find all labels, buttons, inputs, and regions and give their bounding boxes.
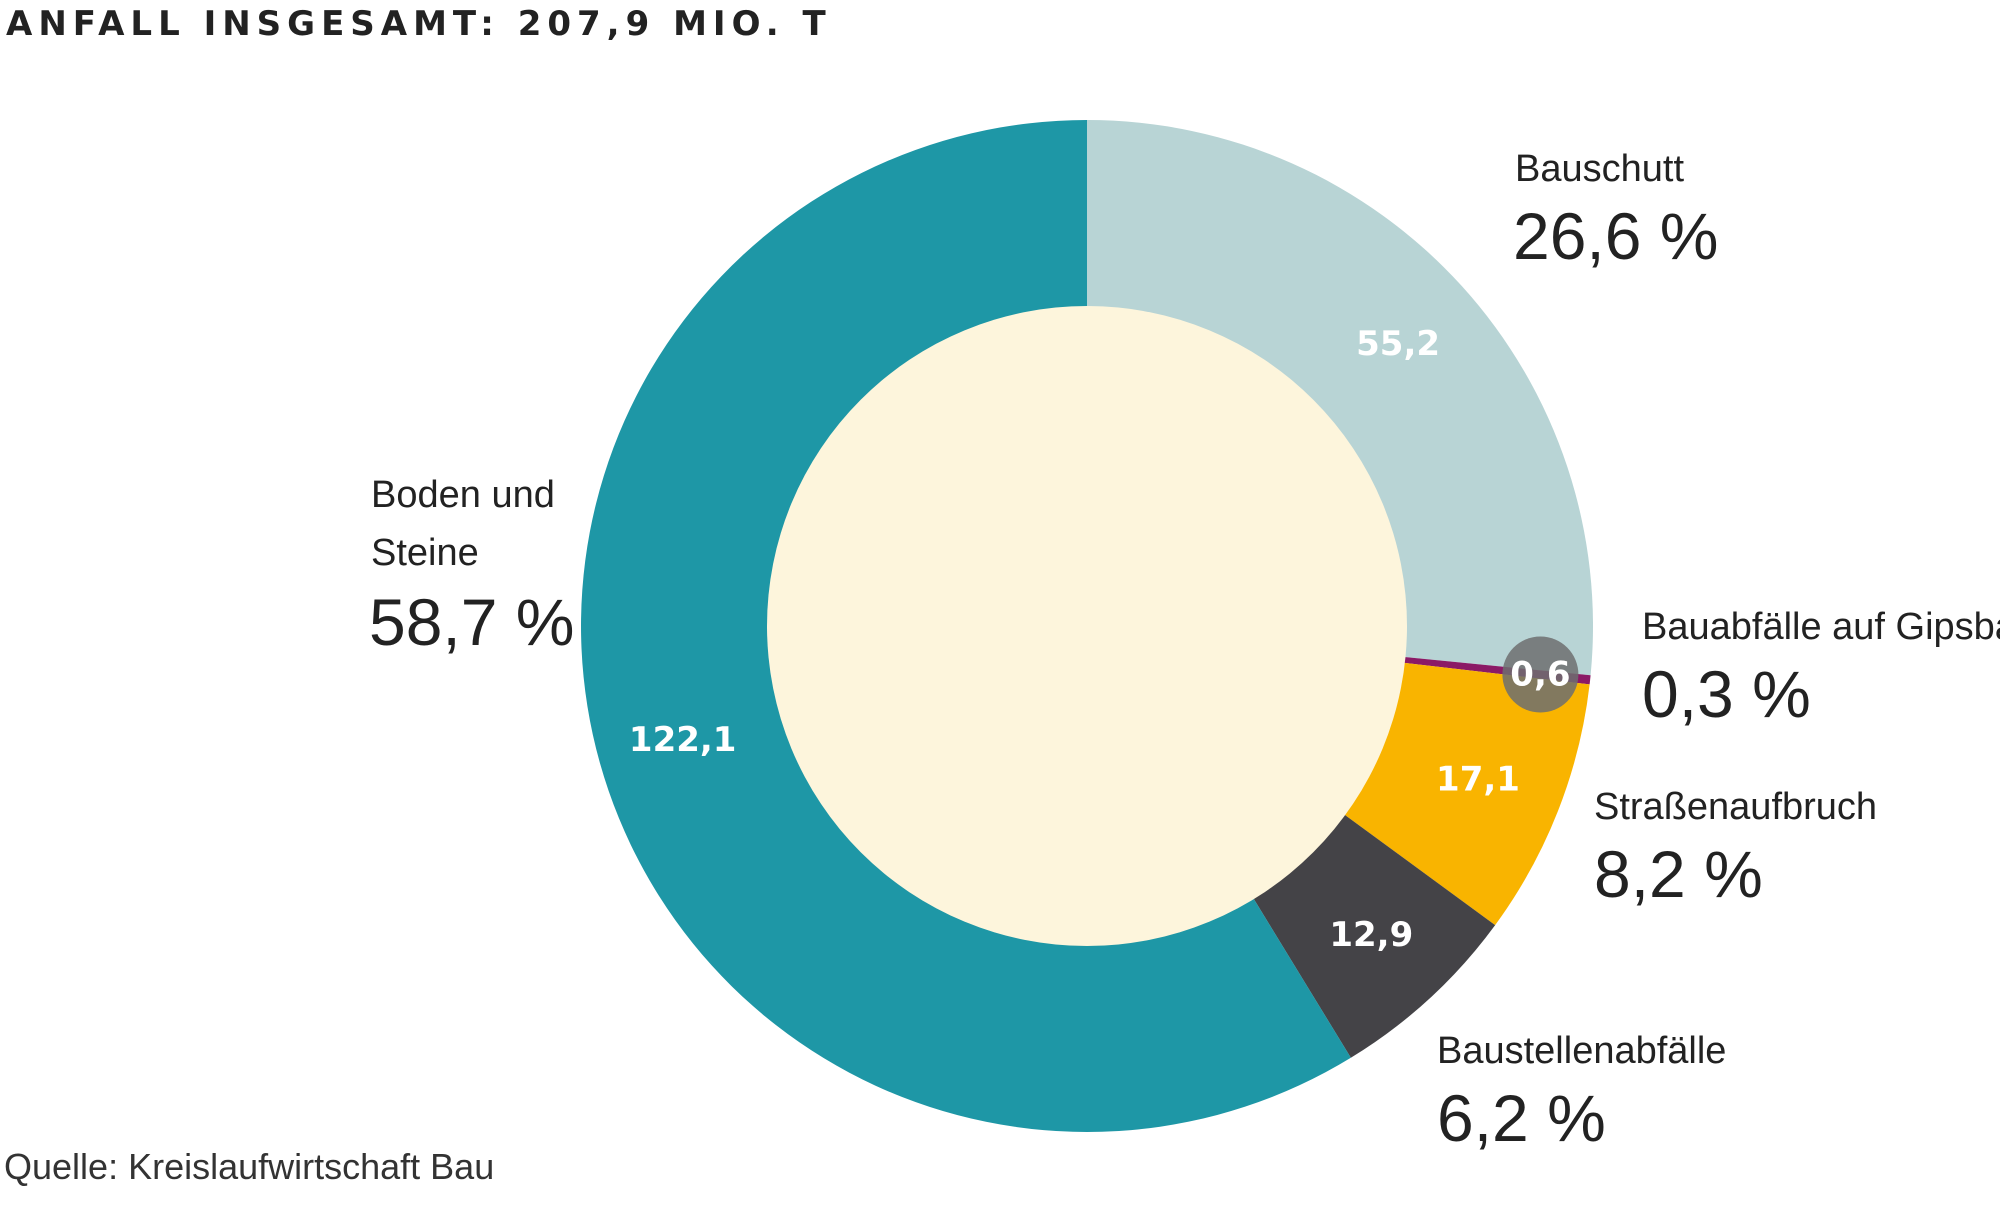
category-label-gipsbasis: Bauabfälle auf Gipsbasis xyxy=(1642,606,2000,648)
value-label-boden-und-steine: 122,1 xyxy=(629,720,737,760)
category-label-boden-und-steine: Boden und Steine xyxy=(371,474,555,574)
value-label-strassenaufbruch: 17,1 xyxy=(1436,759,1520,799)
value-badge-gips xyxy=(1502,636,1579,713)
value-labels: 55,2 0,6 17,1 12,9 122,1 xyxy=(629,324,1571,955)
value-label-gipsbasis: 0,6 xyxy=(1510,655,1570,695)
category-label-strassenaufbruch: Straßenaufbruch xyxy=(1594,786,1878,828)
donut-center xyxy=(767,306,1407,946)
value-label-bauschutt: 55,2 xyxy=(1356,324,1440,364)
value-label-baustellenabfaelle: 12,9 xyxy=(1329,915,1413,955)
chart-title: ANFALL INSGESAMT: 207,9 MIO. T xyxy=(6,4,832,44)
percent-label-bauschutt: 26,6 % xyxy=(1513,199,1719,273)
category-label-bauschutt: Bauschutt xyxy=(1515,148,1684,190)
percent-label-boden-und-steine: 58,7 % xyxy=(369,585,575,659)
percent-label-baustellenabfaelle: 6,2 % xyxy=(1437,1081,1606,1155)
percent-label-gipsbasis: 0,3 % xyxy=(1642,657,1811,731)
percent-label-strassenaufbruch: 8,2 % xyxy=(1594,837,1763,911)
source-note: Quelle: Kreislaufwirtschaft Bau xyxy=(4,1146,495,1187)
category-label-baustellenabfaelle: Baustellenabfälle xyxy=(1437,1030,1727,1072)
